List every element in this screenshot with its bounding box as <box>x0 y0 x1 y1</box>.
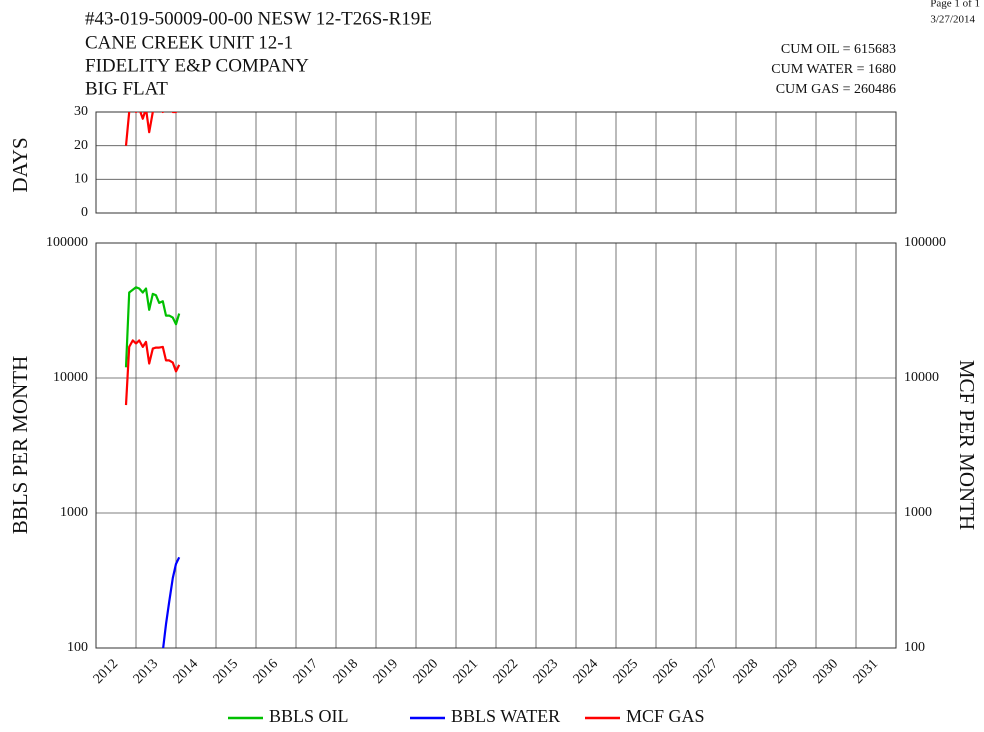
report-date: 3/27/2014 <box>930 14 975 26</box>
x-tick-label: 2025 <box>611 656 641 686</box>
legend-label: BBLS WATER <box>451 706 560 726</box>
page-number: Page 1 of 1 <box>930 0 980 10</box>
header-line: #43-019-50009-00-00 NESW 12-T26S-R19E <box>85 8 432 29</box>
x-tick-label: 2013 <box>131 656 161 686</box>
y2-tick-label: 1000 <box>904 505 932 520</box>
y-tick-label: 10 <box>74 172 88 187</box>
data-line <box>124 339 181 406</box>
y-tick-label: 10000 <box>53 370 88 385</box>
header-line: BIG FLAT <box>85 78 168 99</box>
y-tick-label: 30 <box>74 104 88 119</box>
y-axis-label: DAYS <box>8 137 32 192</box>
x-tick-label: 2027 <box>691 656 721 686</box>
plot-area <box>124 112 178 146</box>
header-line: FIDELITY E&P COMPANY <box>85 55 309 76</box>
y-tick-label: 1000 <box>60 505 88 520</box>
x-tick-label: 2020 <box>411 656 441 686</box>
x-tick-label: 2022 <box>491 656 521 686</box>
x-tick-label: 2023 <box>531 656 561 686</box>
x-tick-label: 2019 <box>371 656 401 686</box>
cum-oil: CUM OIL = 615683 <box>781 42 896 57</box>
x-tick-label: 2015 <box>211 656 241 686</box>
x-tick-label: 2029 <box>771 656 801 686</box>
x-tick-label: 2026 <box>651 656 681 686</box>
y-tick-label: 100000 <box>46 235 88 250</box>
y-axis-label: BBLS PER MONTH <box>8 356 32 535</box>
cum-water: CUM WATER = 1680 <box>771 62 896 77</box>
x-tick-label: 2012 <box>91 656 121 686</box>
x-tick-label: 2030 <box>811 656 841 686</box>
cum-gas: CUM GAS = 260486 <box>776 82 896 97</box>
x-tick-label: 2016 <box>251 656 281 686</box>
y2-tick-label: 100 <box>904 640 925 655</box>
y2-axis-label: MCF PER MONTH <box>955 360 979 530</box>
data-line <box>162 556 181 648</box>
y-tick-label: 100 <box>67 640 88 655</box>
x-tick-label: 2018 <box>331 656 361 686</box>
x-tick-label: 2024 <box>571 656 601 686</box>
plot-frame <box>95 242 897 649</box>
x-tick-label: 2021 <box>451 656 481 686</box>
data-line <box>124 112 178 146</box>
legend-label: MCF GAS <box>626 706 705 726</box>
legend-label: BBLS OIL <box>269 706 349 726</box>
y-tick-label: 0 <box>81 205 88 220</box>
data-line <box>124 286 181 368</box>
y2-tick-label: 100000 <box>904 235 946 250</box>
x-tick-label: 2031 <box>851 656 881 686</box>
y-tick-label: 20 <box>74 138 88 153</box>
y2-tick-label: 10000 <box>904 370 939 385</box>
plot-frame <box>95 111 897 214</box>
x-tick-label: 2014 <box>171 656 201 686</box>
plot-area <box>124 286 181 648</box>
x-tick-label: 2017 <box>291 656 321 686</box>
x-tick-label: 2028 <box>731 656 761 686</box>
header-line: CANE CREEK UNIT 12-1 <box>85 32 293 53</box>
